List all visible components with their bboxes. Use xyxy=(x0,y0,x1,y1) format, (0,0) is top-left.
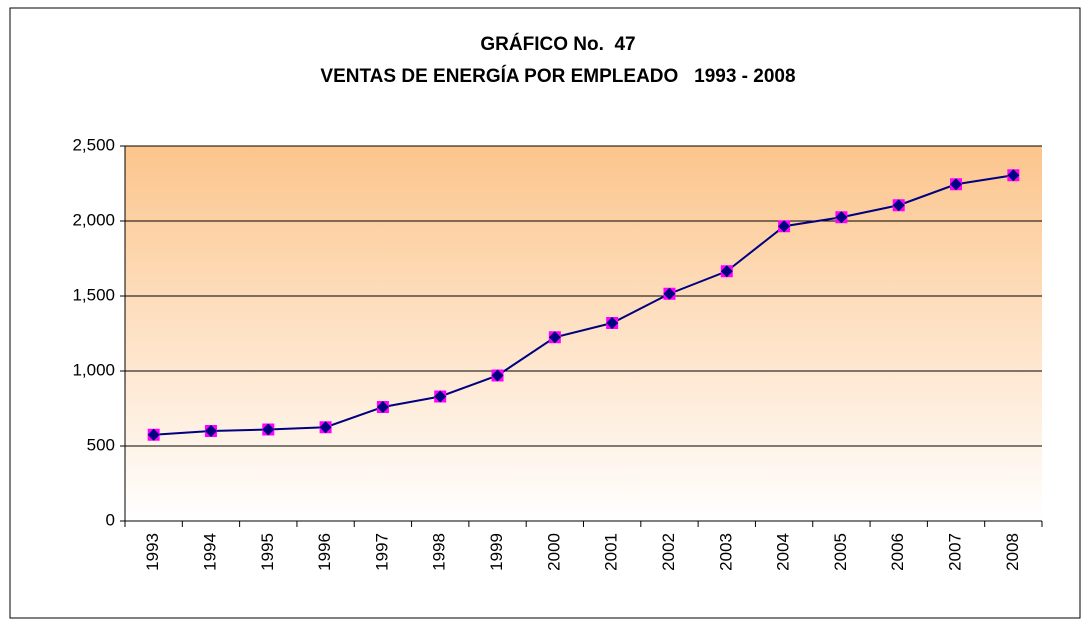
x-tick-label: 1997 xyxy=(372,533,391,571)
plot-area xyxy=(125,146,1042,521)
marker-diamond xyxy=(720,265,733,278)
x-tick-label: 2000 xyxy=(544,533,563,571)
y-tick-label: 2,500 xyxy=(72,135,115,154)
x-tick-label: 1994 xyxy=(200,533,219,571)
marker-diamond xyxy=(606,317,619,329)
x-tick-label: 2001 xyxy=(602,533,621,571)
marker-diamond xyxy=(663,287,676,300)
marker-diamond xyxy=(376,401,389,413)
y-tick-label: 1,500 xyxy=(72,285,115,304)
x-tick-label: 2003 xyxy=(716,533,735,571)
marker-diamond xyxy=(892,199,905,212)
marker-diamond xyxy=(319,421,332,434)
x-tick-label: 2008 xyxy=(1003,533,1022,571)
chart-title: GRÁFICO No. 47 xyxy=(480,33,635,55)
marker-diamond xyxy=(491,369,504,382)
y-tick-label: 2,000 xyxy=(72,210,115,229)
marker-diamond xyxy=(147,428,160,441)
y-tick-label: 1,000 xyxy=(72,360,115,379)
y-tick-label: 500 xyxy=(87,435,115,454)
chart-subtitle: VENTAS DE ENERGÍA POR EMPLEADO 1993 - 20… xyxy=(320,65,795,87)
y-tick-label: 0 xyxy=(106,510,115,529)
marker-diamond xyxy=(434,390,447,403)
x-tick-label: 1993 xyxy=(143,533,162,571)
x-tick-label: 1998 xyxy=(430,533,449,571)
line xyxy=(153,174,1014,436)
x-tick-label: 2006 xyxy=(888,533,907,571)
x-tick-label: 1999 xyxy=(487,533,506,571)
x-tick-label: 1995 xyxy=(258,533,277,571)
marker-diamond xyxy=(950,178,963,191)
marker-diamond xyxy=(778,220,791,233)
x-tick-label: 2004 xyxy=(774,533,793,571)
x-tick-label: 2002 xyxy=(659,533,678,571)
marker-diamond xyxy=(1007,169,1020,182)
x-tick-label: 2007 xyxy=(946,533,965,571)
x-tick-label: 2005 xyxy=(831,533,850,571)
marker-diamond xyxy=(262,423,275,436)
x-tick-label: 1996 xyxy=(315,533,334,571)
marker-diamond xyxy=(548,331,561,344)
marker-diamond xyxy=(204,425,217,437)
marker-diamond xyxy=(835,211,848,224)
